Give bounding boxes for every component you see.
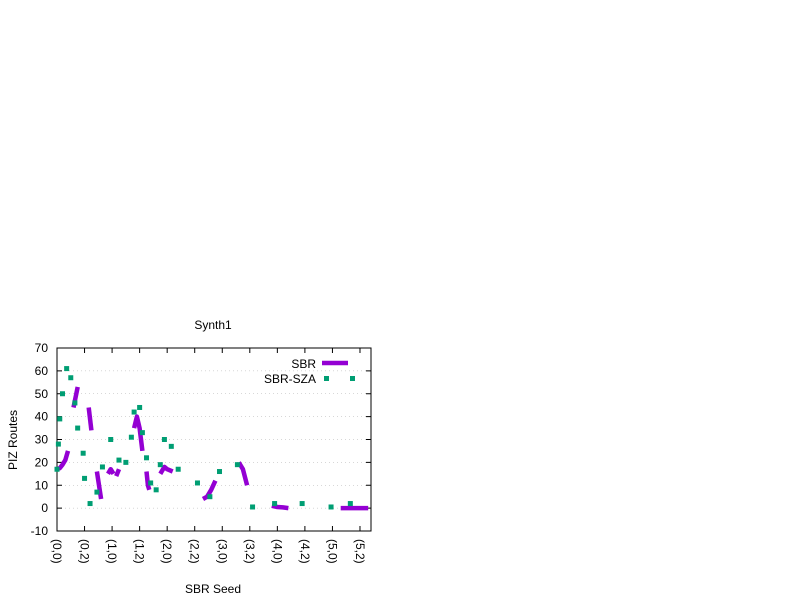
sbr-line-segment [106, 466, 116, 475]
sbr-sza-point [57, 416, 63, 422]
sbr-sza-point [55, 441, 61, 447]
x-tick-label: (2,2) [188, 539, 202, 564]
sbr-sza-point [153, 487, 159, 493]
sbr-sza-point [217, 469, 223, 475]
sbr-line-segment [131, 414, 145, 452]
sbr-line-segment [86, 407, 94, 431]
sbr-line-segment [158, 464, 174, 475]
y-tick-label: 20 [35, 455, 49, 469]
sbr-sza-point [123, 459, 129, 465]
sbr-sza-point [161, 437, 167, 442]
y-tick-label: 30 [35, 433, 49, 447]
legend-label-sbr: SBR [291, 357, 316, 371]
legend-swatch-sbr-sza [350, 376, 355, 381]
x-axis-label: SBR Seed [185, 582, 241, 596]
sbr-sza-point [108, 437, 114, 442]
x-tick-label: (3,2) [243, 539, 257, 564]
x-tick-label: (4,2) [298, 539, 312, 564]
y-tick-label: 0 [41, 501, 48, 515]
x-tick-label: (0,2) [78, 539, 92, 564]
sbr-line-segment [144, 471, 152, 491]
sbr-sza-point [99, 464, 105, 470]
x-axis: (0,0) (0,2) (1,0) (1,2) (2,0) (2,2) (3,0) (3,2)… [50, 348, 367, 564]
legend-label-sbr-sza: SBR-SZA [264, 372, 316, 386]
sbr-sza-point [175, 466, 181, 472]
sbr-sza-point [131, 409, 137, 415]
y-tick-label: 70 [35, 341, 49, 355]
sbr-sza-point [64, 366, 70, 372]
sbr-sza-point [87, 501, 93, 507]
x-tick-label: (1,2) [133, 539, 147, 564]
y-tick-label: 60 [35, 364, 49, 378]
x-tick-label: (3,0) [215, 539, 229, 564]
sbr-sza-point [234, 462, 240, 468]
x-tick-label: (0,0) [50, 539, 64, 564]
sbr-sza-point [144, 455, 150, 461]
sbr-sza-point [80, 450, 86, 456]
sbr-sza-point [75, 425, 81, 431]
sbr-sza-point [272, 501, 278, 507]
sbr-sza-point [168, 443, 174, 449]
sbr-sza-point [157, 462, 163, 468]
sbr-line-segment [271, 503, 289, 511]
sbr-sza-point [68, 375, 74, 381]
sbr-sza-point [72, 400, 78, 406]
sbr-sza-point [60, 391, 66, 397]
series-layer [54, 366, 369, 511]
y-tick-label: 50 [35, 387, 49, 401]
sbr-sza-point [128, 434, 134, 440]
x-tick-label: (5,0) [325, 539, 339, 564]
sbr-sza-point [54, 466, 60, 472]
sbr-sza-point [194, 480, 200, 486]
x-tick-label: (1,0) [105, 539, 119, 564]
sbr-line-segment [94, 471, 104, 500]
sbr-sza-point [139, 430, 145, 436]
y-tick-label: -10 [31, 524, 49, 538]
sbr-line-segment [114, 468, 122, 477]
sbr-line-segment [56, 450, 71, 472]
x-tick-label: (2,0) [160, 539, 174, 564]
sbr-sza-point [148, 480, 154, 486]
sbr-sza-point [299, 501, 305, 507]
sbr-sza-point [347, 501, 353, 507]
sbr-line-segment [236, 461, 250, 486]
x-tick-label: (4,0) [270, 539, 284, 564]
y-axis-label: PIZ Routes [6, 410, 20, 470]
sbr-sza-point [116, 457, 122, 463]
x-tick-label: (5,2) [353, 539, 367, 564]
y-tick-label: 40 [35, 410, 49, 424]
y-tick-label: 10 [35, 478, 49, 492]
chart-title: Synth1 [194, 318, 232, 332]
y-axis: -10 0 10 20 30 40 50 60 70 [31, 341, 371, 538]
sbr-sza-point [250, 504, 256, 510]
sbr-sza-point [207, 494, 213, 500]
sbr-sza-point [137, 404, 143, 410]
sbr-sza-point [82, 475, 88, 481]
sbr-sza-point [328, 504, 334, 510]
sbr-line-segment [201, 479, 218, 501]
legend-swatch-sbr-sza [324, 376, 329, 381]
sbr-sza-point [94, 489, 100, 495]
